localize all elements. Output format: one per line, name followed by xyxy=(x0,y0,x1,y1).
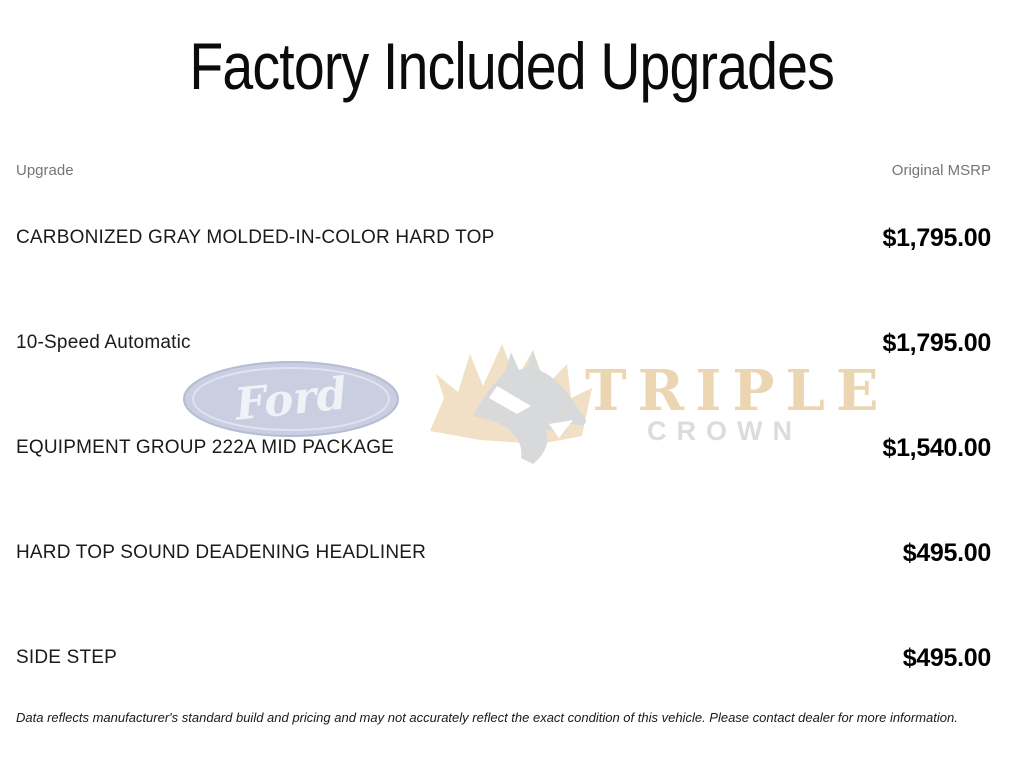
page-title: Factory Included Upgrades xyxy=(189,29,835,103)
msrp-value: $495.00 xyxy=(902,538,992,567)
table-row: 10-Speed Automatic $1,795.00 xyxy=(16,328,991,358)
table-header-row: Upgrade Original MSRP xyxy=(16,158,991,182)
upgrade-name: HARD TOP SOUND DEADENING HEADLINER xyxy=(16,542,427,563)
msrp-value: $1,795.00 xyxy=(882,223,991,252)
msrp-value: $1,540.00 xyxy=(882,433,991,462)
table-row: CARBONIZED GRAY MOLDED-IN-COLOR HARD TOP… xyxy=(16,223,991,253)
msrp-value: $495.00 xyxy=(902,643,992,672)
msrp-value: $1,795.00 xyxy=(882,328,991,357)
upgrade-name: EQUIPMENT GROUP 222A MID PACKAGE xyxy=(16,437,395,458)
upgrade-name: 10-Speed Automatic xyxy=(16,332,191,353)
upgrade-name: CARBONIZED GRAY MOLDED-IN-COLOR HARD TOP xyxy=(16,227,495,248)
table-row: SIDE STEP $495.00 xyxy=(16,643,991,673)
column-header-msrp: Original MSRP xyxy=(891,161,991,179)
table-row: EQUIPMENT GROUP 222A MID PACKAGE $1,540.… xyxy=(16,433,991,463)
upgrade-name: SIDE STEP xyxy=(16,647,118,668)
table-row: HARD TOP SOUND DEADENING HEADLINER $495.… xyxy=(16,538,991,568)
column-header-upgrade: Upgrade xyxy=(16,161,74,179)
disclaimer-text: Data reflects manufacturer's standard bu… xyxy=(16,710,958,725)
